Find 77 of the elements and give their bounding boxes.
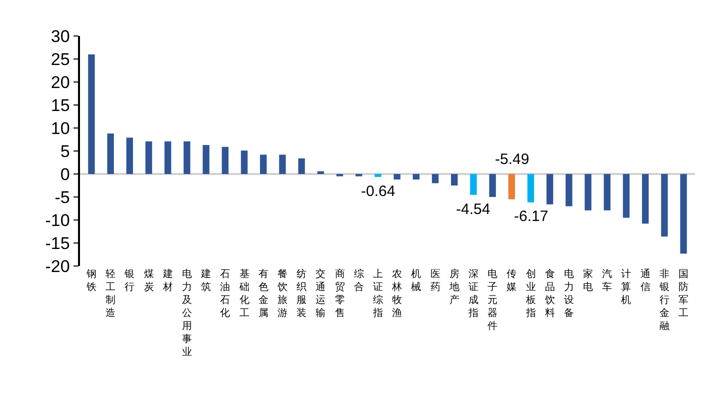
data-label: -5.49	[495, 151, 530, 168]
x-tick-label: 深证成指	[467, 268, 478, 319]
x-tick-label: 商贸零售	[334, 268, 345, 319]
bar	[470, 174, 477, 195]
x-tick-label: 创业板指	[524, 268, 536, 319]
x-tick-label: 上证综指	[372, 268, 383, 319]
y-tick-label: 5	[60, 142, 70, 161]
x-tick-label: 传媒	[506, 269, 517, 293]
bar	[527, 174, 534, 202]
bar	[298, 158, 305, 174]
bar	[394, 174, 400, 180]
data-label: -4.54	[456, 201, 490, 218]
y-tick-label: 30	[50, 26, 70, 46]
y-tick-label: -15	[45, 234, 70, 253]
bar	[642, 174, 649, 224]
x-tick-label: 建材	[162, 268, 173, 293]
y-tick-label: 15	[50, 96, 70, 115]
bar	[107, 134, 114, 174]
x-tick-label: 基础化工	[238, 268, 250, 319]
x-tick-label: 汽车	[602, 268, 612, 293]
x-tick-label: 电子元器件	[488, 268, 498, 332]
x-tick-label: 银行	[124, 269, 135, 293]
bar	[412, 174, 420, 180]
x-tick-label: 钢铁	[85, 269, 96, 293]
x-tick-label: 计算机	[621, 268, 632, 306]
bar	[374, 174, 382, 177]
x-tick-label: 医药	[430, 269, 440, 293]
y-tick-label: -10	[45, 210, 70, 230]
x-tick-label: 煤炭	[144, 268, 154, 293]
x-tick-label: 食品饮料	[544, 268, 555, 319]
bar	[489, 174, 496, 197]
x-tick-label: 有色金属	[258, 268, 268, 319]
bar	[432, 174, 439, 184]
bar	[126, 138, 133, 174]
x-tick-label: 建筑	[200, 268, 212, 293]
x-tick-label: 通信	[640, 268, 650, 293]
bar	[566, 174, 572, 206]
y-tick-label: 0	[60, 164, 70, 184]
y-tick-label: -20	[45, 256, 70, 276]
x-tick-label: 家电	[583, 268, 594, 293]
x-tick-label: 综合	[354, 268, 364, 293]
y-tick-label: 25	[50, 50, 70, 69]
y-tick-label: -5	[54, 188, 70, 207]
x-tick-label: 机械	[411, 268, 422, 293]
bar	[184, 141, 190, 174]
bar	[680, 174, 687, 254]
bar	[88, 54, 95, 174]
x-tick-label: 轻工制造	[106, 268, 116, 319]
data-label: -6.17	[514, 208, 548, 225]
bar	[145, 141, 152, 174]
bar	[202, 145, 210, 174]
bar	[661, 174, 668, 237]
x-tick-label: 农林牧渔	[391, 269, 402, 319]
x-tick-label: 餐饮旅游	[276, 268, 288, 319]
y-tick-label: 20	[50, 72, 70, 92]
x-tick-label: 房地产	[448, 268, 460, 306]
bar	[508, 174, 515, 200]
bar	[584, 174, 592, 210]
bar	[222, 146, 228, 174]
x-tick-label: 纺织服装	[296, 268, 307, 319]
bar	[317, 171, 324, 174]
bar	[546, 174, 554, 204]
bar	[622, 174, 630, 218]
bar	[240, 150, 248, 174]
data-label: -0.64	[361, 183, 396, 200]
x-tick-label: 交通运输	[316, 268, 326, 319]
bar	[260, 154, 267, 174]
x-tick-label: 国防军工	[678, 269, 689, 319]
bar	[279, 154, 286, 174]
x-tick-label: 电力设备	[564, 268, 574, 319]
bar	[164, 141, 172, 174]
bar	[451, 174, 458, 186]
x-tick-label: 非银行金融	[658, 268, 670, 332]
x-tick-label: 电力及公用事业	[182, 268, 192, 358]
x-tick-label: 石油石化	[220, 269, 230, 319]
bar	[604, 174, 610, 210]
y-tick-label: 10	[50, 118, 70, 138]
